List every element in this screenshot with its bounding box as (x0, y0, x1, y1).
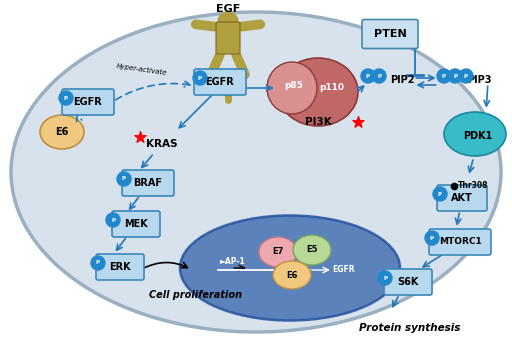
Circle shape (91, 256, 105, 270)
Point (450, 183, 458, 189)
Text: ERK: ERK (109, 262, 131, 272)
FancyBboxPatch shape (112, 211, 160, 237)
Ellipse shape (259, 237, 297, 267)
Text: EGFR: EGFR (74, 97, 102, 107)
Text: KRAS: KRAS (146, 139, 178, 149)
Text: S6K: S6K (397, 277, 419, 287)
Text: E7: E7 (272, 247, 284, 257)
Text: AKT: AKT (451, 193, 473, 203)
Text: PDK1: PDK1 (463, 131, 493, 141)
Ellipse shape (273, 261, 311, 289)
FancyBboxPatch shape (362, 20, 418, 49)
Text: E6: E6 (55, 127, 69, 137)
Ellipse shape (278, 58, 358, 126)
FancyBboxPatch shape (62, 89, 114, 115)
Text: P: P (366, 74, 370, 78)
Text: MTORC1: MTORC1 (439, 238, 481, 246)
Text: P: P (198, 76, 202, 80)
FancyBboxPatch shape (96, 254, 144, 280)
Circle shape (437, 69, 451, 83)
Text: p85: p85 (285, 82, 304, 91)
Text: E6: E6 (286, 271, 298, 280)
Text: Cell proliferation: Cell proliferation (150, 290, 243, 300)
Ellipse shape (293, 235, 331, 265)
Text: P: P (464, 74, 468, 78)
Point (354, 119, 362, 125)
FancyBboxPatch shape (194, 69, 246, 95)
FancyBboxPatch shape (216, 22, 240, 54)
Circle shape (372, 69, 386, 83)
Circle shape (218, 12, 238, 32)
FancyArrowPatch shape (236, 55, 245, 75)
Ellipse shape (444, 112, 506, 156)
Circle shape (117, 172, 131, 186)
Text: P: P (64, 96, 68, 100)
Text: PIP3: PIP3 (467, 75, 492, 85)
Text: Protein synthesis: Protein synthesis (359, 323, 461, 333)
Circle shape (425, 231, 439, 245)
Text: P: P (442, 74, 446, 78)
Circle shape (59, 91, 73, 105)
Text: PTEN: PTEN (374, 29, 407, 39)
Circle shape (433, 187, 447, 201)
FancyBboxPatch shape (122, 170, 174, 196)
Circle shape (361, 69, 375, 83)
Text: P: P (438, 191, 442, 196)
Text: EGFR: EGFR (332, 266, 355, 274)
Text: ►AP-1: ►AP-1 (220, 258, 246, 266)
Text: P: P (430, 236, 434, 240)
FancyBboxPatch shape (437, 185, 487, 211)
Point (136, 134, 144, 140)
Ellipse shape (267, 62, 317, 114)
Ellipse shape (180, 216, 400, 321)
Ellipse shape (11, 12, 501, 332)
Circle shape (106, 213, 120, 227)
Text: E5: E5 (306, 245, 318, 254)
Text: BRAF: BRAF (134, 178, 162, 188)
Text: PI3K: PI3K (305, 117, 331, 127)
Circle shape (193, 71, 207, 85)
FancyBboxPatch shape (429, 229, 491, 255)
Text: p110: p110 (319, 84, 345, 92)
Text: PIP2: PIP2 (390, 75, 415, 85)
Text: Hyper-activate: Hyper-activate (116, 63, 168, 76)
Text: MEK: MEK (124, 219, 148, 229)
FancyBboxPatch shape (384, 269, 432, 295)
Text: P: P (96, 260, 100, 266)
FancyArrowPatch shape (196, 25, 215, 27)
Circle shape (378, 271, 392, 285)
Text: P: P (111, 217, 115, 223)
Text: EGFR: EGFR (206, 77, 234, 87)
Text: P: P (453, 74, 457, 78)
FancyArrowPatch shape (211, 55, 220, 75)
Circle shape (448, 69, 462, 83)
Text: P: P (122, 176, 126, 182)
Text: P: P (383, 275, 387, 280)
Ellipse shape (40, 115, 84, 149)
Text: EGF: EGF (216, 4, 240, 14)
Circle shape (459, 69, 473, 83)
Text: Thr308: Thr308 (458, 182, 488, 190)
Text: P: P (377, 74, 381, 78)
FancyArrowPatch shape (241, 25, 260, 27)
